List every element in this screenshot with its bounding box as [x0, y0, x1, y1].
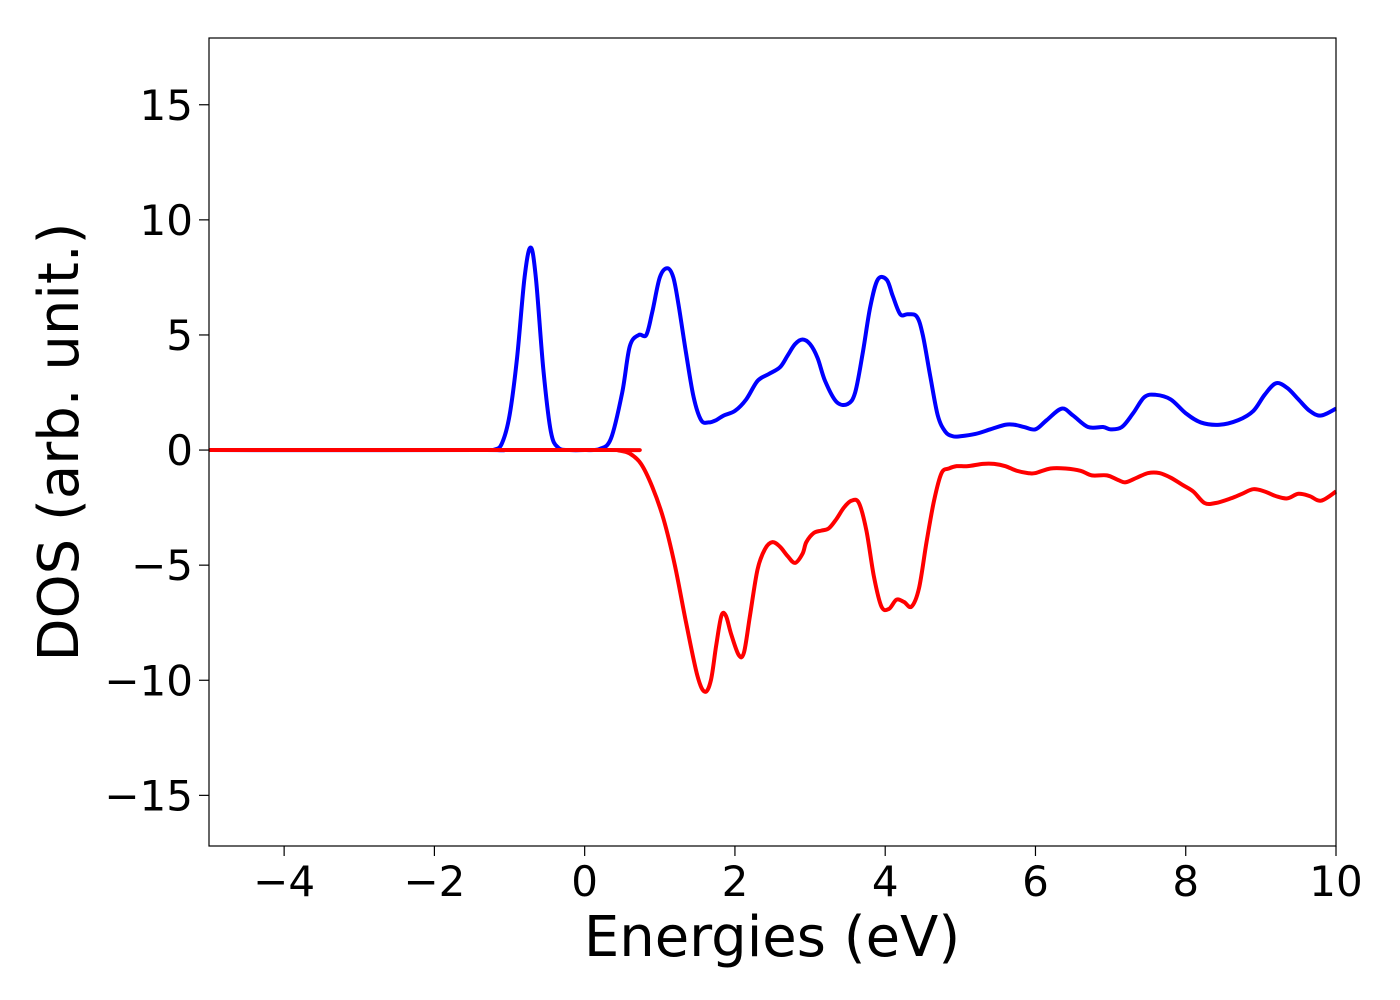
y-axis-label: DOS (arb. unit.) [27, 222, 92, 661]
x-tick-label: 4 [872, 857, 899, 906]
y-tick-label: −5 [131, 541, 193, 590]
ticks: −4 −2 0 2 4 6 8 10 15 10 5 0 −5 −10 −15 [104, 81, 1362, 906]
x-tick-label: −4 [253, 857, 315, 906]
plot-frame [208, 37, 1337, 847]
y-tick-label: 0 [166, 426, 193, 475]
x-tick-label: −2 [403, 857, 465, 906]
series-lines [208, 245, 1338, 694]
y-tick-label: −15 [104, 771, 193, 820]
x-axis-label: Energies (eV) [584, 905, 960, 970]
x-tick-label: 10 [1309, 857, 1362, 906]
dos-series-line-red [208, 448, 1338, 694]
y-tick-label: 5 [166, 311, 193, 360]
y-tick-label: 10 [140, 196, 193, 245]
x-tick-label: 0 [571, 857, 598, 906]
dos-series-line-blue [208, 245, 1337, 453]
x-tick-label: 6 [1022, 857, 1049, 906]
y-tick-label: −10 [104, 656, 193, 705]
x-tick-label: 2 [722, 857, 749, 906]
y-tick-label: 15 [140, 81, 193, 130]
x-tick-label: 8 [1172, 857, 1199, 906]
